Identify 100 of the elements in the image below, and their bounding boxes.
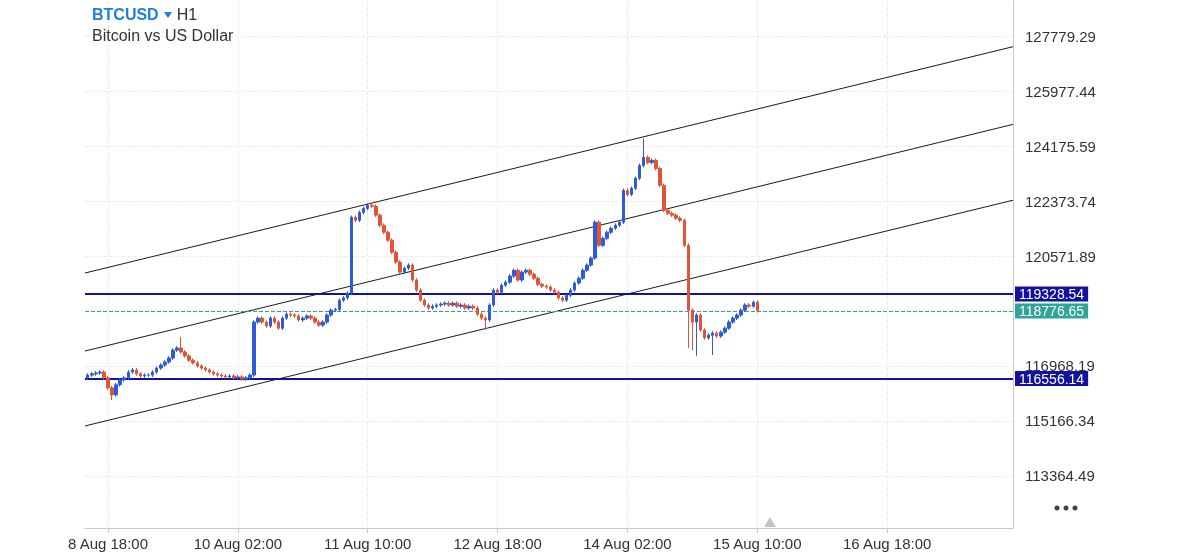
y-tick-label: 115166.34 — [1025, 412, 1095, 430]
candlestick — [277, 319, 280, 331]
candlestick — [739, 307, 743, 318]
candlestick — [305, 313, 309, 321]
candlestick — [236, 374, 240, 381]
candlestick — [143, 372, 146, 379]
candlestick — [301, 315, 305, 323]
y-tick-label: 120571.89 — [1025, 247, 1096, 265]
candlestick — [439, 301, 443, 308]
candlestick — [565, 292, 568, 303]
candlestick — [191, 357, 195, 366]
x-tick-label: 16 Aug 18:00 — [842, 535, 932, 552]
candlestick — [735, 312, 739, 321]
candlestick — [212, 369, 215, 377]
candlestick — [622, 188, 625, 225]
candlestick — [443, 300, 447, 307]
ref-line-label: 119328.54 — [1019, 286, 1085, 303]
candlestick — [200, 363, 203, 371]
chart-title: BTCUSD — [92, 5, 159, 25]
candlestick — [747, 302, 751, 309]
candlestick — [646, 154, 650, 165]
candlestick — [366, 202, 369, 211]
x-tick-label: 14 Aug 02:00 — [583, 535, 672, 552]
x-tick-label: 11 Aug 10:00 — [324, 535, 412, 552]
candlestick — [756, 299, 759, 314]
candlestick — [463, 302, 467, 311]
candlestick — [159, 362, 163, 371]
candlestick — [727, 319, 731, 331]
candlestick — [309, 313, 313, 321]
candlestick — [90, 371, 94, 378]
candlestick — [220, 372, 223, 379]
candlestick — [581, 267, 585, 281]
candlestick — [163, 359, 167, 368]
candlestick — [549, 284, 552, 293]
candlestick — [447, 300, 451, 308]
x-tick-label: 12 Aug 18:00 — [453, 535, 542, 552]
candlestick — [135, 367, 138, 377]
candlestick — [228, 373, 231, 380]
y-tick-label: 122373.74 — [1025, 192, 1096, 210]
candlestick — [224, 373, 227, 380]
candlestick — [350, 214, 353, 296]
candlestick — [670, 211, 674, 218]
candlestick — [455, 300, 459, 309]
candlestick — [650, 157, 654, 165]
ref-line-label: 118776.65 — [1019, 302, 1085, 319]
candlestick — [354, 214, 357, 223]
candlestick — [289, 311, 292, 318]
candlestick — [216, 371, 219, 378]
candlestick — [151, 369, 154, 378]
candlestick — [187, 353, 191, 363]
candlestick — [626, 188, 629, 197]
annotation: H1 — [176, 5, 198, 25]
candlestick — [94, 370, 98, 377]
candlestick — [695, 312, 698, 357]
candlestick — [528, 267, 532, 277]
candlestick — [260, 315, 264, 325]
candlestick — [752, 299, 755, 309]
candlestick — [431, 303, 434, 311]
candlestick — [208, 367, 211, 375]
candlestick — [293, 312, 296, 319]
candlestick — [317, 319, 321, 328]
candlestick — [500, 282, 503, 295]
candlestick — [171, 347, 175, 361]
text: Bitcoin vs US Dollar — [92, 26, 234, 46]
y-tick-label: 113364.49 — [1025, 467, 1095, 485]
candlestick — [407, 262, 410, 271]
y-tick-label: 127779.29 — [1025, 28, 1096, 46]
candlestick — [179, 336, 183, 355]
candlestick — [674, 212, 678, 221]
x-tick-label: 8 Aug 18:00 — [67, 535, 149, 552]
candlestick — [244, 375, 248, 382]
candlestick — [297, 313, 300, 323]
candlestick — [743, 302, 747, 313]
candlestick — [98, 369, 102, 376]
candlestick — [467, 303, 471, 311]
y-tick-label: 125977.44 — [1025, 83, 1096, 101]
candlestick — [114, 382, 118, 398]
candlestick — [427, 302, 430, 311]
candlestick — [204, 365, 207, 373]
candlestick — [484, 315, 487, 331]
candlestick — [338, 297, 341, 312]
y-tick-label: 124175.59 — [1025, 137, 1096, 155]
candlestick — [520, 269, 524, 283]
candlestick — [403, 265, 406, 275]
candlestick — [269, 315, 272, 329]
candlestick — [232, 373, 236, 381]
candlestick — [451, 300, 455, 308]
candlestick — [240, 374, 244, 382]
candlestick — [715, 330, 718, 339]
candlestick — [711, 330, 714, 356]
candlestick — [496, 287, 499, 295]
candlestick — [557, 289, 560, 301]
candlestick — [459, 302, 463, 309]
candlestick — [325, 312, 329, 325]
candlestick — [358, 210, 361, 223]
x-tick-label: 15 Aug 10:00 — [713, 535, 802, 552]
candlestick — [597, 219, 601, 248]
candlestick — [313, 315, 317, 325]
candlestick — [536, 275, 540, 287]
candlestick — [281, 315, 284, 331]
